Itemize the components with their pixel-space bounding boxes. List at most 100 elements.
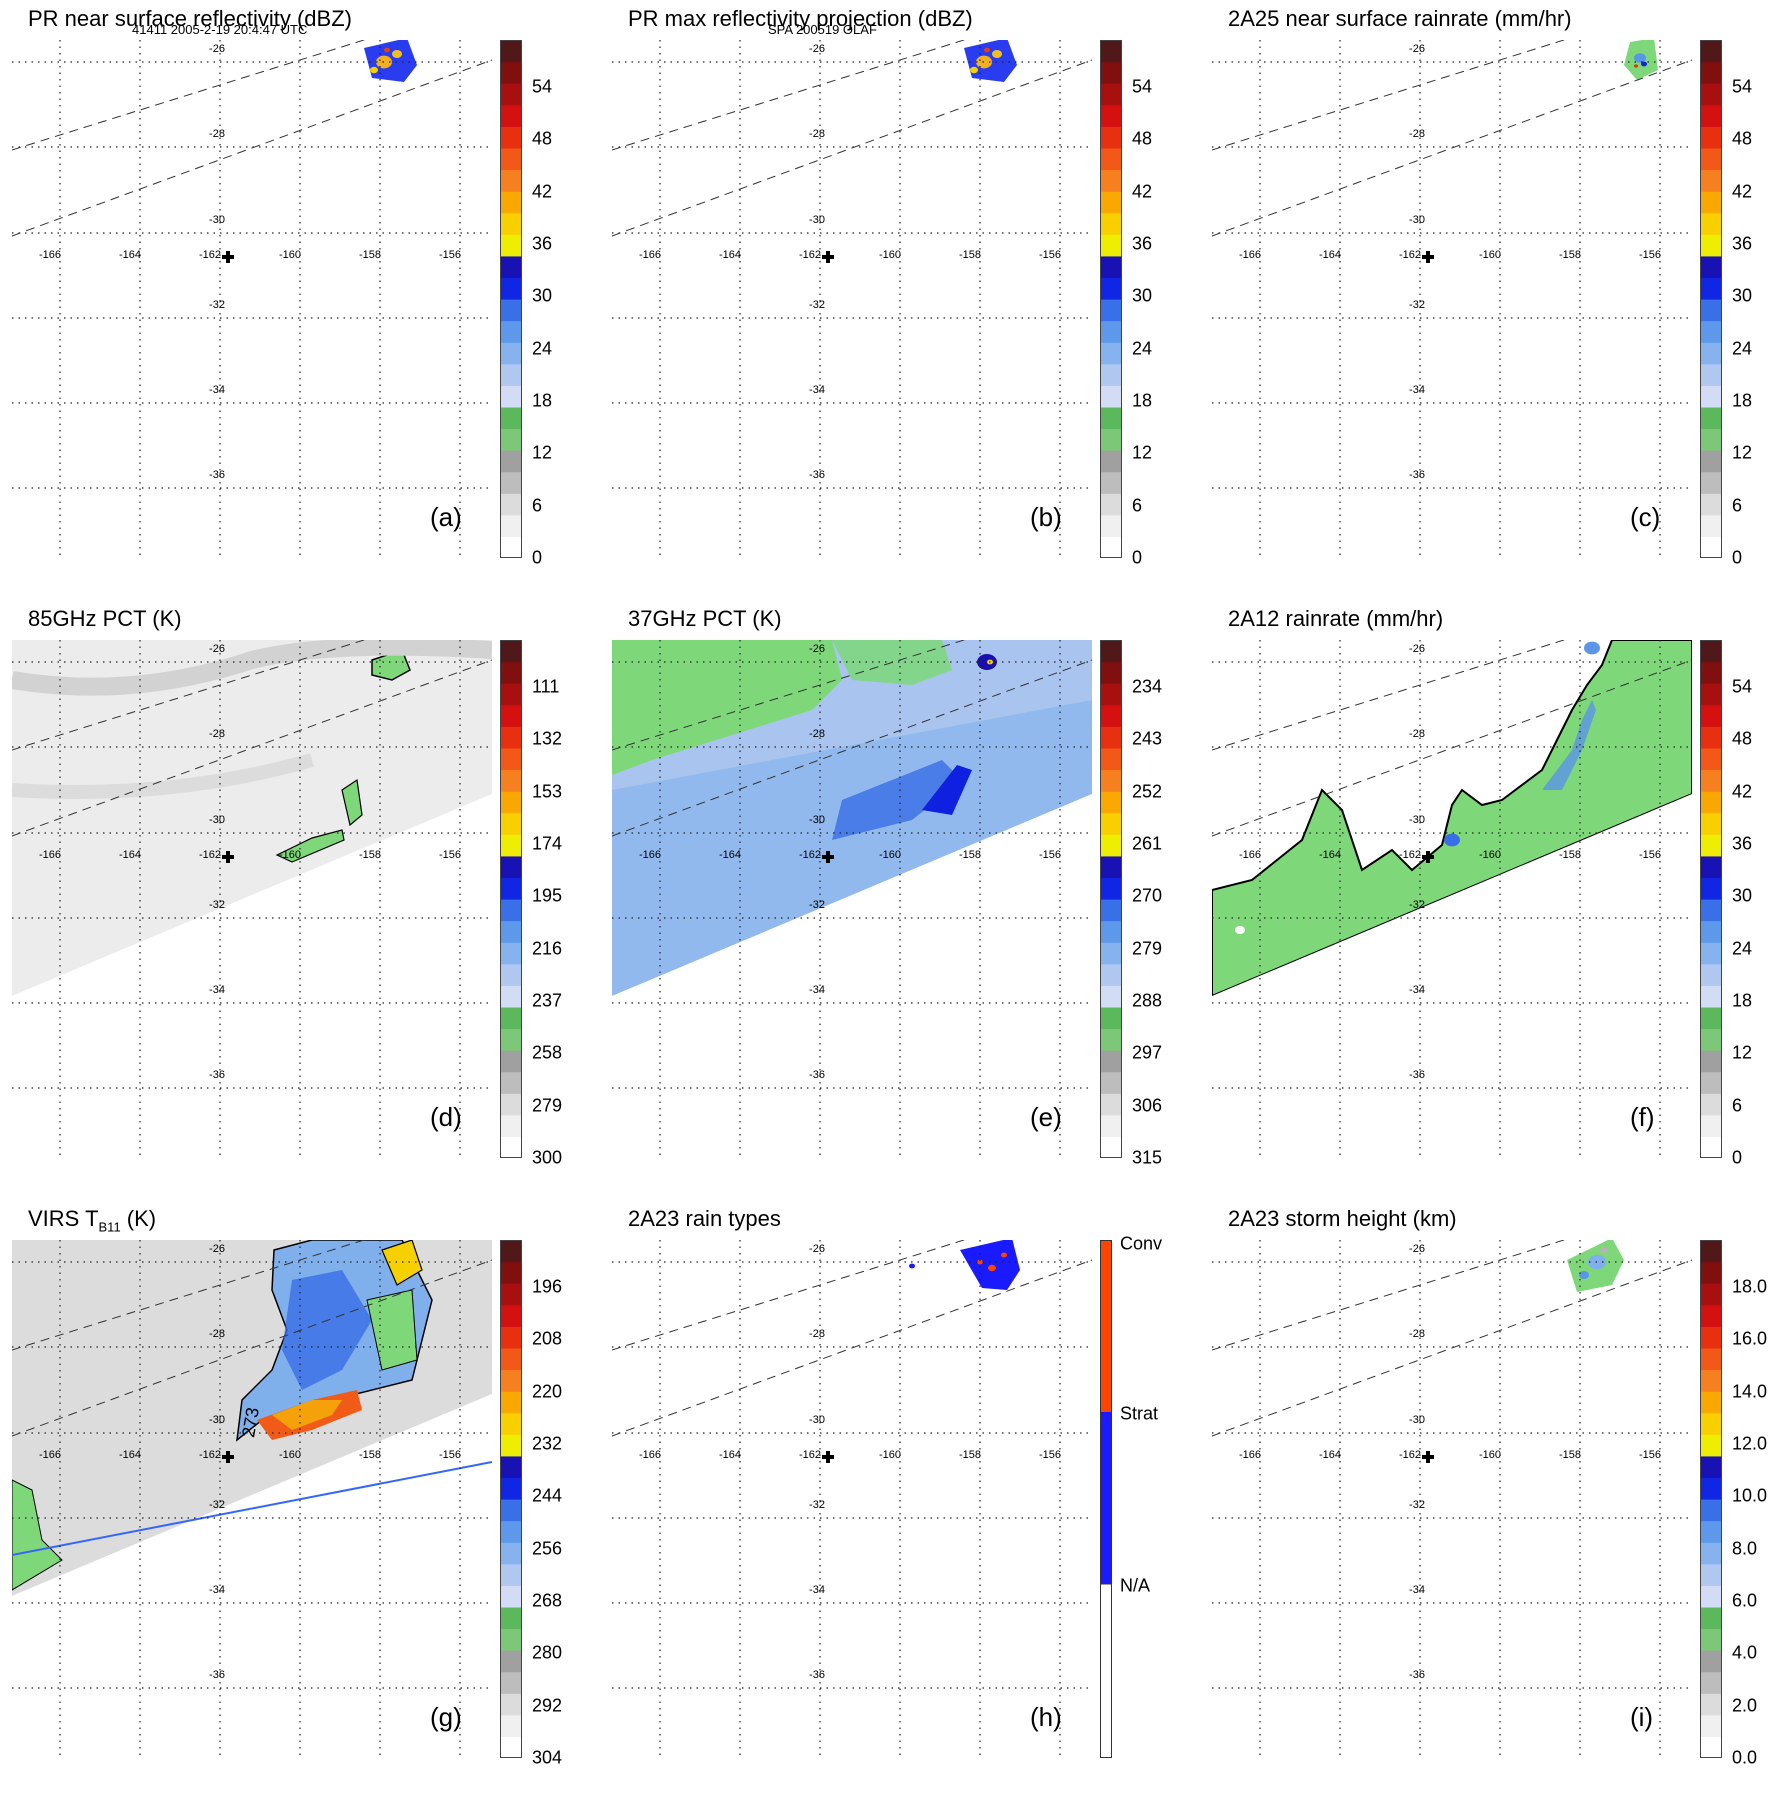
lon-label: -158	[1559, 1449, 1581, 1461]
colorbar-tick: 6	[1132, 495, 1143, 516]
panel-label: (d)	[430, 1102, 462, 1132]
panel-h: -166 -164 -162 -160 -158 -156 -26 -28 -30 -32 -34 -…	[600, 1200, 1200, 1800]
colorbar-tick: 244	[532, 1485, 563, 1506]
colorbar	[1100, 40, 1122, 558]
lon-label: -164	[1319, 1449, 1341, 1461]
lat-label: -26	[809, 43, 825, 55]
lat-label: -30	[209, 1414, 225, 1426]
colorbar-tick: 36	[1132, 233, 1153, 254]
lon-label: -164	[719, 249, 741, 261]
lon-label: -164	[119, 249, 141, 261]
colorbar-tick: 0	[1132, 547, 1143, 568]
lat-label: -26	[1409, 643, 1425, 655]
lon-label: -166	[1239, 249, 1261, 261]
lat-label: -28	[809, 728, 825, 740]
colorbar-tick: 315	[1132, 1147, 1163, 1168]
lat-label: -26	[809, 1243, 825, 1255]
lon-label: -160	[879, 1449, 901, 1461]
lat-label: -26	[209, 643, 225, 655]
colorbar-tick: 153	[532, 781, 563, 802]
colorbar	[500, 640, 522, 1158]
colorbar-tick: 30	[1132, 285, 1153, 306]
lat-label: -34	[809, 1584, 825, 1596]
lon-label: -164	[719, 849, 741, 861]
lon-label: -158	[359, 1449, 381, 1461]
colorbar	[500, 1240, 522, 1758]
lat-label: -32	[209, 1499, 225, 1511]
colorbar-tick: 36	[1732, 833, 1753, 854]
lon-label: -160	[1479, 849, 1501, 861]
panel-label: (e)	[1030, 1102, 1062, 1132]
legend-category: Conv	[1120, 1233, 1163, 1254]
lat-label: -28	[1409, 728, 1425, 740]
colorbar-tick: 0	[532, 547, 543, 568]
colorbar-tick: 30	[1732, 885, 1753, 906]
panel-d: -166 -164 -162 -160 -158 -156 -26 -28 -30 -32 -34 -…	[0, 600, 600, 1200]
lon-label: -164	[119, 849, 141, 861]
panel-c: -166 -164 -162 -160 -158 -156 -26 -28 -30 -32 -34 -…	[1200, 0, 1771, 600]
lon-label: -158	[959, 1449, 981, 1461]
colorbar-tick: 0.0	[1732, 1747, 1758, 1768]
lat-label: -26	[1409, 1243, 1425, 1255]
lat-label: -34	[809, 984, 825, 996]
colorbar-tick: 0	[1732, 547, 1743, 568]
colorbar-tick: 6	[1732, 495, 1743, 516]
map-c: -166 -164 -162 -160 -158 -156 -26 -28 -30 -32 -34 -…	[1212, 40, 1692, 560]
lon-label: -166	[39, 249, 61, 261]
lon-label: -156	[1639, 1449, 1661, 1461]
lat-label: -36	[209, 1669, 225, 1681]
lon-label: -166	[639, 249, 661, 261]
colorbar-tick: 54	[1132, 76, 1153, 97]
colorbar	[1700, 40, 1722, 558]
lat-label: -30	[809, 814, 825, 826]
lat-label: -30	[809, 1414, 825, 1426]
panel-i: -166 -164 -162 -160 -158 -156 -26 -28 -30 -32 -34 -…	[1200, 1200, 1771, 1800]
lon-label: -164	[1319, 849, 1341, 861]
lon-label: -160	[279, 249, 301, 261]
panel-e: -166 -164 -162 -160 -158 -156 -26 -28 -30 -32 -34 -…	[600, 600, 1200, 1200]
colorbar-tick: 2.0	[1732, 1695, 1758, 1716]
colorbar-tick: 54	[1732, 676, 1753, 697]
lon-label: -162	[799, 249, 821, 261]
lat-label: -36	[209, 469, 225, 481]
lat-label: -32	[809, 299, 825, 311]
panel-f: -166 -164 -162 -160 -158 -156 -26 -28 -30 -32 -34 -…	[1200, 600, 1771, 1200]
lon-label: -160	[879, 249, 901, 261]
colorbar-tick: 12	[1732, 442, 1753, 463]
colorbar-tick: 300	[532, 1147, 563, 1168]
lat-label: -32	[209, 299, 225, 311]
header-storm-info: SPA 200519 OLAF	[768, 22, 877, 37]
panel-title: 85GHz PCT (K)	[28, 606, 182, 631]
colorbar-tick: 297	[1132, 1042, 1163, 1063]
lat-label: -34	[209, 1584, 225, 1596]
lat-label: -28	[209, 128, 225, 140]
colorbar	[500, 40, 522, 558]
lon-label: -158	[959, 849, 981, 861]
lat-label: -36	[809, 469, 825, 481]
colorbar-tick: 256	[532, 1538, 563, 1559]
colorbar-tick: 54	[532, 76, 553, 97]
colorbar-tick: 24	[532, 338, 553, 359]
lon-label: -156	[1639, 249, 1661, 261]
map-e: -166 -164 -162 -160 -158 -156 -26 -28 -30 -32 -34 -…	[612, 640, 1092, 1160]
lat-label: -34	[1409, 984, 1425, 996]
colorbar-tick: 279	[1132, 938, 1163, 959]
panel-label: (b)	[1030, 502, 1062, 532]
map-a: -166 -164 -162 -160 -158 -156 -26 -28 -30 -32 -34 -…	[12, 40, 492, 560]
lat-label: -32	[809, 899, 825, 911]
colorbar-ticks: 54 48 42 36 30 24 18 12 6 0	[532, 40, 592, 568]
colorbar-tick: 261	[1132, 833, 1163, 854]
colorbar-tick: 232	[532, 1433, 563, 1454]
lat-label: -28	[809, 128, 825, 140]
colorbar-tick: 306	[1132, 1095, 1163, 1116]
colorbar	[1700, 1240, 1722, 1758]
map-i: -166 -164 -162 -160 -158 -156 -26 -28 -30 -32 -34 -…	[1212, 1240, 1692, 1760]
colorbar-tick: 16.0	[1732, 1328, 1768, 1349]
colorbar-tick: 24	[1732, 338, 1753, 359]
lat-label: -34	[209, 984, 225, 996]
colorbar	[1100, 640, 1122, 1158]
lon-label: -162	[1399, 849, 1421, 861]
lat-label: -28	[1409, 128, 1425, 140]
colorbar-tick: 18	[532, 390, 553, 411]
lon-label: -166	[639, 1449, 661, 1461]
